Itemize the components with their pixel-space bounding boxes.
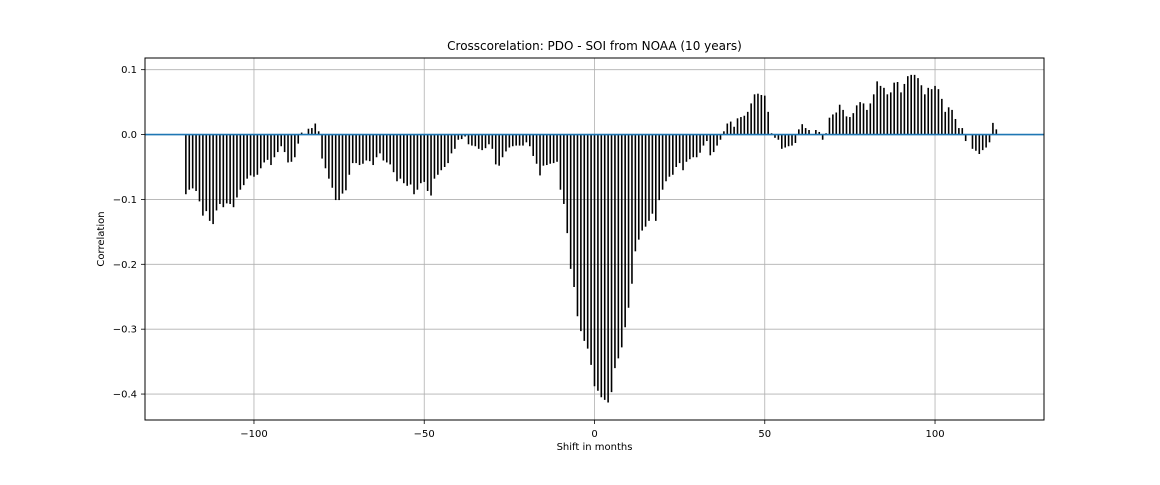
x-tick-label: 100 — [925, 429, 944, 440]
x-axis-label: Shift in months — [557, 442, 633, 453]
y-tick-label: 0.1 — [121, 65, 137, 76]
y-tick-label: 0.0 — [121, 130, 137, 141]
correlation-stems — [185, 74, 998, 403]
y-axis-ticks: 0.1 0.0 −0.1 −0.2 −0.3 −0.4 — [113, 65, 145, 401]
x-tick-label: 0 — [591, 429, 597, 440]
y-tick-label: −0.4 — [113, 390, 137, 401]
x-tick-label: −50 — [414, 429, 435, 440]
y-tick-label: −0.1 — [113, 195, 137, 206]
x-axis-ticks: −100 −50 0 50 100 — [240, 420, 945, 440]
x-tick-label: 50 — [758, 429, 771, 440]
y-tick-label: −0.2 — [113, 260, 137, 271]
chart-title: Crosscorelation: PDO - SOI from NOAA (10… — [447, 39, 742, 53]
y-tick-label: −0.3 — [113, 325, 137, 336]
x-tick-label: −100 — [240, 429, 267, 440]
y-axis-label: Correlation — [96, 211, 107, 266]
